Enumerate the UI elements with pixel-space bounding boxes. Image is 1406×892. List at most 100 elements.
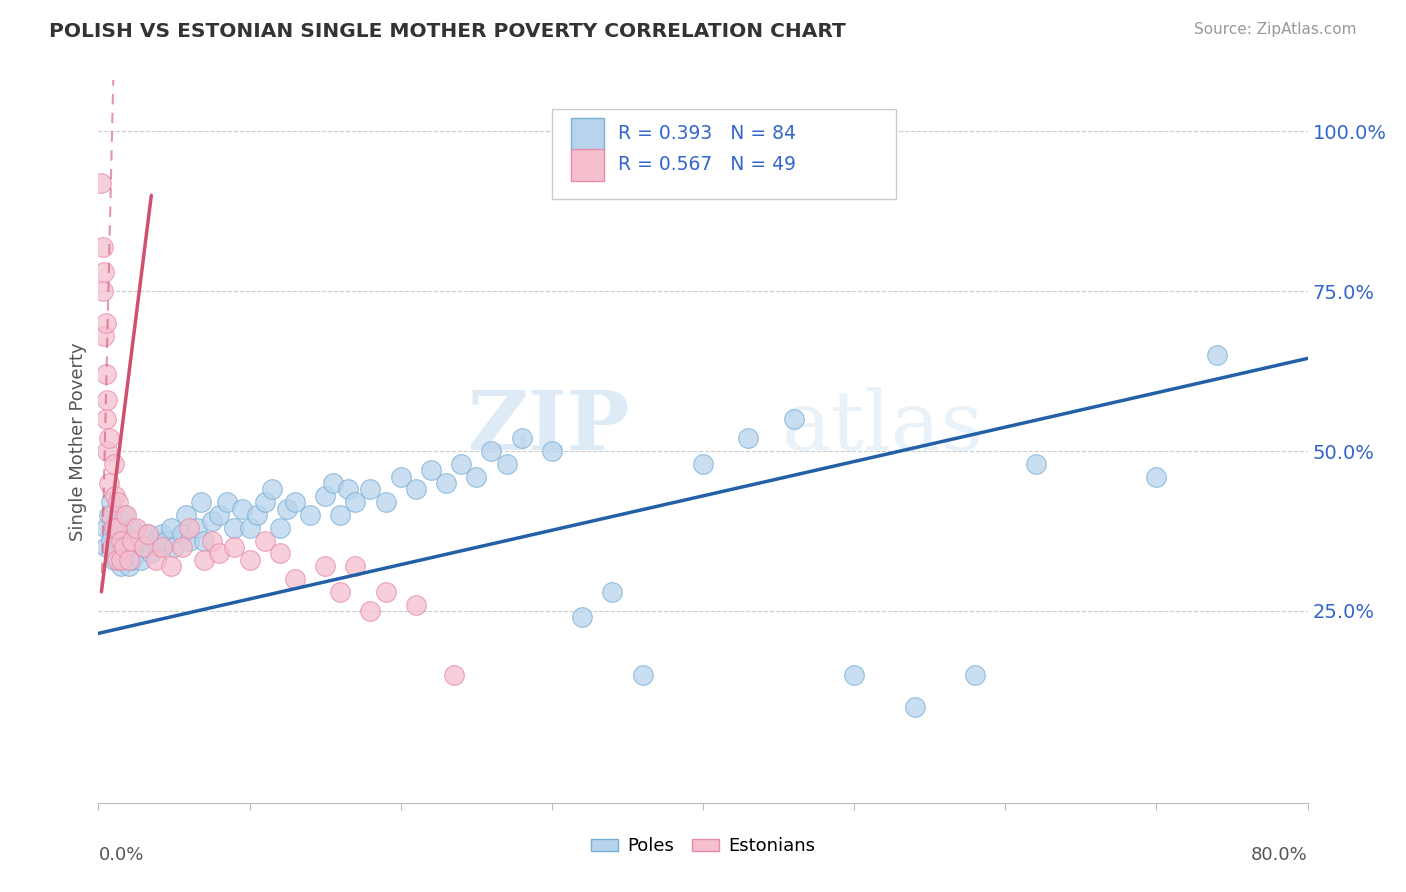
Point: [389, 469, 412, 483]
Point: [481, 444, 503, 458]
Point: [98, 508, 121, 522]
Text: ZIP: ZIP: [468, 387, 630, 467]
Point: [160, 559, 183, 574]
Point: [112, 540, 135, 554]
Point: [145, 533, 167, 548]
Point: [329, 508, 352, 522]
Point: [284, 495, 307, 509]
Point: [1206, 348, 1229, 362]
Point: [344, 559, 367, 574]
Point: [100, 533, 122, 548]
Point: [374, 584, 396, 599]
Point: [107, 495, 129, 509]
Point: [114, 553, 136, 567]
Point: [269, 521, 291, 535]
Point: [118, 553, 141, 567]
Text: Source: ZipAtlas.com: Source: ZipAtlas.com: [1194, 22, 1357, 37]
Point: [145, 553, 167, 567]
Point: [150, 527, 173, 541]
Point: [110, 533, 132, 548]
Point: [96, 392, 118, 407]
Point: [450, 457, 472, 471]
Point: [150, 540, 173, 554]
Point: [105, 508, 128, 522]
Point: [114, 527, 136, 541]
Point: [103, 521, 125, 535]
Point: [329, 584, 352, 599]
Point: [1144, 469, 1167, 483]
Point: [132, 540, 155, 554]
Point: [148, 540, 170, 554]
Point: [190, 495, 212, 509]
Point: [239, 521, 262, 535]
Point: [284, 572, 307, 586]
Point: [114, 508, 136, 522]
Text: R = 0.393   N = 84: R = 0.393 N = 84: [619, 124, 796, 144]
Point: [103, 457, 125, 471]
Point: [602, 584, 624, 599]
Point: [374, 495, 396, 509]
Point: [965, 668, 987, 682]
Point: [103, 521, 125, 535]
Point: [186, 521, 208, 535]
Point: [100, 508, 122, 522]
Point: [111, 553, 134, 567]
Point: [465, 469, 488, 483]
Point: [179, 533, 201, 548]
Y-axis label: Single Mother Poverty: Single Mother Poverty: [69, 343, 87, 541]
Point: [1024, 457, 1046, 471]
Point: [94, 368, 117, 382]
Point: [201, 515, 224, 529]
FancyBboxPatch shape: [571, 118, 603, 150]
Point: [224, 540, 246, 554]
Point: [129, 553, 152, 567]
Point: [336, 483, 359, 497]
Point: [904, 699, 927, 714]
Point: [215, 495, 238, 509]
Point: [125, 533, 148, 548]
Point: [110, 540, 132, 554]
Point: [208, 508, 231, 522]
Point: [314, 489, 336, 503]
Point: [239, 553, 262, 567]
Point: [253, 495, 276, 509]
Point: [420, 463, 443, 477]
Point: [174, 508, 197, 522]
Point: [246, 508, 269, 522]
Point: [299, 508, 322, 522]
Point: [631, 668, 654, 682]
Point: [98, 476, 121, 491]
Point: [118, 533, 141, 548]
Point: [104, 489, 127, 503]
Point: [571, 610, 593, 624]
Point: [443, 668, 465, 682]
Point: [540, 444, 562, 458]
Point: [94, 316, 117, 330]
Point: [112, 533, 135, 548]
Point: [314, 559, 336, 574]
Point: [100, 495, 122, 509]
Point: [103, 553, 125, 567]
Point: [160, 521, 183, 535]
Point: [115, 540, 138, 554]
Point: [105, 540, 128, 554]
Point: [510, 431, 533, 445]
Point: [110, 521, 132, 535]
Point: [94, 412, 117, 426]
Point: [276, 501, 298, 516]
Point: [93, 329, 115, 343]
Point: [136, 527, 159, 541]
Point: [141, 546, 163, 560]
Point: [193, 533, 215, 548]
Point: [231, 501, 253, 516]
Point: [125, 546, 148, 560]
Point: [94, 521, 117, 535]
Point: [201, 533, 224, 548]
Point: [110, 559, 132, 574]
FancyBboxPatch shape: [571, 149, 603, 181]
Point: [118, 559, 141, 574]
Point: [125, 521, 148, 535]
Point: [93, 265, 115, 279]
Text: 80.0%: 80.0%: [1251, 847, 1308, 864]
Point: [322, 476, 344, 491]
